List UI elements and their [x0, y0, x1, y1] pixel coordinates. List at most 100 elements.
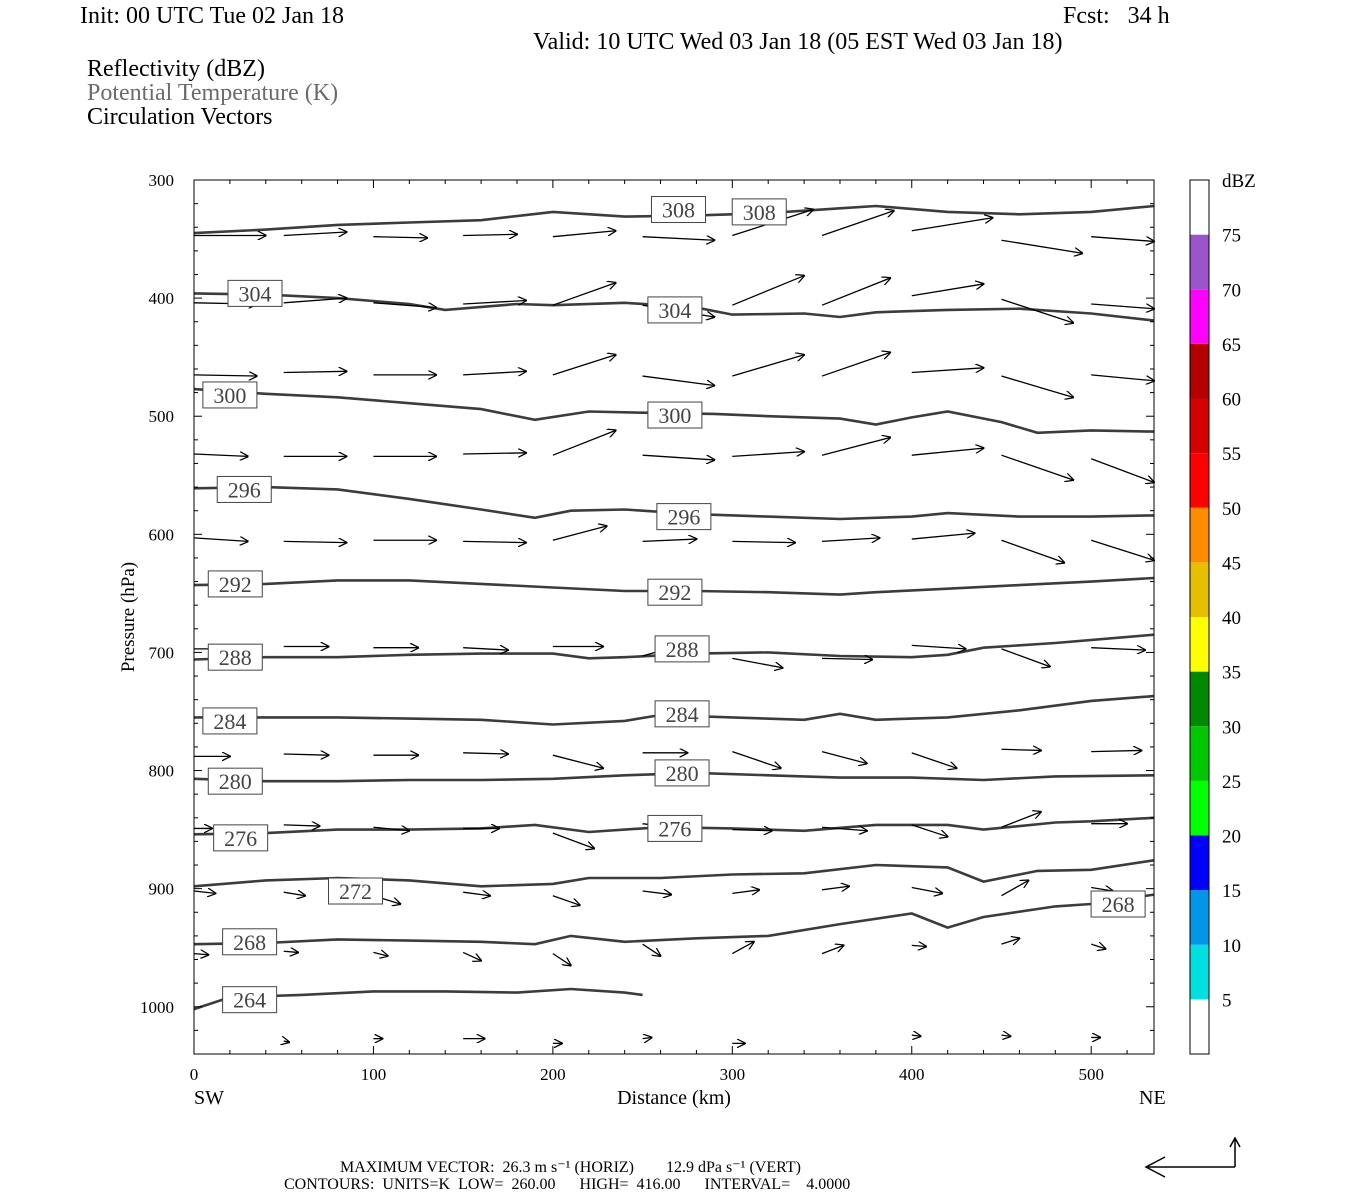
contour-label-text: 292 — [658, 580, 691, 605]
vector-arrow — [283, 371, 347, 372]
colorbar-level-label: 40 — [1222, 608, 1241, 629]
vector-arrow — [283, 232, 347, 236]
colorbar-level-label: 45 — [1222, 553, 1241, 574]
x-tick-label: 300 — [720, 1065, 746, 1084]
contour-label-284: 284 — [202, 707, 258, 735]
vector-arrow — [193, 891, 216, 893]
x-tick-label: 100 — [361, 1065, 387, 1084]
vector-arrow — [373, 952, 387, 956]
vector-arrow — [463, 453, 526, 454]
y-axis-label: Pressure (hPa) — [118, 562, 139, 672]
vector-arrow — [552, 430, 616, 456]
contour-label-text: 304 — [658, 298, 691, 323]
vector-arrow — [732, 890, 759, 894]
vector-arrow — [193, 954, 208, 955]
contour-label-text: 276 — [658, 816, 691, 841]
valid-time: Valid: 10 UTC Wed 03 Jan 18 (05 EST Wed … — [533, 29, 1063, 55]
vector-arrow — [552, 895, 580, 905]
colorbar-swatch — [1190, 562, 1209, 617]
vector-arrow — [283, 951, 298, 952]
y-tick-label: 900 — [149, 880, 175, 899]
vector-arrow — [283, 754, 329, 755]
vector-arrow — [822, 658, 872, 659]
contour-label-text: 288 — [666, 637, 699, 662]
vector-arrow — [373, 827, 409, 831]
vector-arrow — [193, 375, 257, 376]
contour-label-280: 280 — [207, 767, 263, 795]
vector-arrow — [552, 526, 607, 541]
vector-arrow — [1090, 944, 1105, 949]
vector-arrow — [373, 237, 427, 238]
colorbar-swatch — [1190, 343, 1209, 399]
y-tick-label: 700 — [149, 643, 175, 662]
vector-arrow — [373, 302, 436, 308]
contour-label-text: 264 — [233, 988, 266, 1013]
vector-arrow — [283, 825, 320, 826]
vector-arrow — [821, 886, 849, 890]
vector-arrow — [552, 832, 594, 848]
contour-label-276: 276 — [213, 824, 269, 852]
contour-label-276: 276 — [647, 814, 703, 842]
vector-arrow — [732, 452, 804, 458]
field-potential-temperature: Potential Temperature (K) — [87, 80, 339, 106]
contour-label-296: 296 — [656, 503, 712, 531]
colorbar-level-label: 25 — [1222, 772, 1241, 793]
vector-arrow — [284, 1041, 289, 1042]
vector-arrow — [552, 283, 616, 306]
y-tick-label: 600 — [149, 525, 175, 544]
vector-arrow — [1001, 812, 1040, 828]
vector-arrow — [463, 300, 526, 304]
vector-arrow — [732, 355, 804, 377]
colorbar-unit: dBZ — [1222, 171, 1256, 192]
colorbar-level-label: 55 — [1222, 444, 1241, 465]
vector-arrow — [732, 541, 795, 542]
vector-arrow — [1090, 539, 1154, 560]
vector-arrow — [552, 231, 616, 238]
y-tick-label: 300 — [149, 171, 175, 190]
contour-label-292: 292 — [207, 570, 263, 598]
vector-arrow — [463, 541, 526, 542]
vector-arrow — [1091, 303, 1154, 309]
contour-info: CONTOURS: UNITS=K LOW= 260.00 HIGH= 416.… — [284, 1176, 851, 1193]
field-reflectivity: Reflectivity (dBZ) — [87, 56, 265, 82]
vector-arrow — [1001, 880, 1028, 897]
contour-label-284: 284 — [654, 700, 710, 728]
colorbar-swatch — [1190, 398, 1209, 454]
x-right-label: NE — [1139, 1087, 1166, 1109]
vector-arrow — [1091, 887, 1113, 891]
vector-arrow — [1001, 539, 1064, 562]
vector-arrow — [911, 886, 943, 893]
x-tick-label: 0 — [190, 1065, 199, 1084]
colorbar-level-label: 20 — [1222, 827, 1241, 848]
vector-arrow — [821, 278, 890, 306]
colorbar-swatch — [1190, 180, 1209, 235]
colorbar-level-label: 65 — [1222, 335, 1241, 356]
colorbar-level-label: 60 — [1222, 390, 1241, 411]
vector-arrow — [732, 276, 804, 306]
vector-arrow — [283, 298, 347, 304]
contour-label-288: 288 — [654, 635, 710, 663]
contour-label-text: 308 — [743, 200, 776, 225]
circulation-vectors — [193, 210, 1154, 1044]
vector-arrow — [552, 953, 571, 966]
vector-arrow — [552, 355, 616, 376]
vector-arrow — [911, 824, 948, 837]
vector-arrow — [1001, 938, 1019, 944]
contour-label-300: 300 — [647, 401, 703, 429]
vector-arrow — [1091, 750, 1141, 751]
x-left-label: SW — [194, 1087, 224, 1109]
colorbar-level-label: 35 — [1222, 663, 1241, 684]
colorbar-level-label: 30 — [1222, 717, 1241, 738]
colorbar-swatch — [1190, 999, 1209, 1054]
colorbar-level-label: 75 — [1222, 226, 1241, 247]
contour-labels: 308 308 304 304 300 300 296 296 292 292 288 288 284 2… — [202, 196, 1146, 1014]
colorbar-swatch — [1190, 617, 1209, 672]
theta-contour-268 — [193, 893, 1155, 946]
vector-arrow — [642, 237, 715, 241]
vector-arrow — [1001, 749, 1040, 750]
colorbar-swatch — [1190, 671, 1209, 727]
contour-label-text: 272 — [339, 879, 372, 904]
colorbar: 5 10 15 20 25 30 35 40 45 50 55 60 65 70 75 — [1189, 179, 1241, 1055]
x-tick-label: 400 — [899, 1065, 925, 1084]
